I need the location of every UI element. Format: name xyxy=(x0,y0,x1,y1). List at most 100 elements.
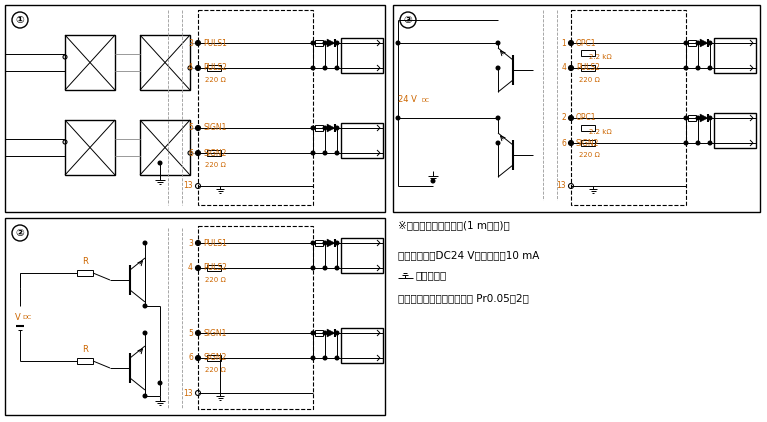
Bar xyxy=(581,125,595,131)
Bar xyxy=(315,40,323,46)
Circle shape xyxy=(569,66,573,70)
Circle shape xyxy=(708,141,712,145)
Text: 为双绞线。: 为双绞线。 xyxy=(416,270,447,280)
Text: 使用开路集电极时推荐设定 Pr0.05＝2。: 使用开路集电极时推荐设定 Pr0.05＝2。 xyxy=(398,293,529,303)
Text: V: V xyxy=(15,314,21,322)
Circle shape xyxy=(143,241,146,245)
Circle shape xyxy=(708,116,712,120)
Circle shape xyxy=(323,241,327,245)
Text: OPC1: OPC1 xyxy=(576,38,597,48)
Circle shape xyxy=(569,116,573,120)
Text: OPC1: OPC1 xyxy=(576,114,597,122)
Circle shape xyxy=(323,331,327,335)
Text: SIGN2: SIGN2 xyxy=(203,149,226,157)
Circle shape xyxy=(311,266,314,270)
Polygon shape xyxy=(700,114,708,122)
Text: 24 V: 24 V xyxy=(398,95,417,105)
Circle shape xyxy=(684,66,688,70)
Text: PULS1: PULS1 xyxy=(203,238,227,247)
Circle shape xyxy=(569,41,573,45)
Circle shape xyxy=(684,41,688,45)
Circle shape xyxy=(196,126,199,130)
Text: 3: 3 xyxy=(188,38,193,48)
Text: 6: 6 xyxy=(188,354,193,362)
Bar xyxy=(714,38,756,73)
Bar xyxy=(315,240,323,246)
Text: 5: 5 xyxy=(188,328,193,338)
Circle shape xyxy=(196,356,199,360)
Circle shape xyxy=(158,161,162,165)
Circle shape xyxy=(708,41,712,45)
Circle shape xyxy=(158,381,162,385)
Circle shape xyxy=(335,151,339,155)
Text: 220 Ω: 220 Ω xyxy=(205,162,225,168)
Circle shape xyxy=(684,141,688,145)
Text: ②: ② xyxy=(15,228,25,238)
Text: 2.2 kΩ: 2.2 kΩ xyxy=(589,54,612,60)
Circle shape xyxy=(335,126,339,130)
Bar xyxy=(341,38,383,73)
Bar xyxy=(207,265,221,271)
Circle shape xyxy=(335,331,339,335)
Text: 13: 13 xyxy=(183,181,193,190)
Text: 6: 6 xyxy=(561,138,566,148)
Circle shape xyxy=(684,116,688,120)
Bar xyxy=(207,65,221,71)
Bar xyxy=(571,10,686,205)
Circle shape xyxy=(323,66,327,70)
Text: PULS2: PULS2 xyxy=(203,63,227,73)
Circle shape xyxy=(196,41,199,45)
Circle shape xyxy=(696,141,700,145)
Bar xyxy=(65,120,115,175)
Bar xyxy=(140,35,190,90)
Circle shape xyxy=(696,66,700,70)
Text: 13: 13 xyxy=(556,181,566,190)
Text: 4: 4 xyxy=(561,63,566,73)
Text: SIGN2: SIGN2 xyxy=(203,354,226,362)
Text: PULS2: PULS2 xyxy=(576,63,600,73)
Bar xyxy=(714,113,756,148)
Circle shape xyxy=(143,394,146,398)
Text: PULS2: PULS2 xyxy=(203,263,227,273)
Circle shape xyxy=(431,179,435,183)
Bar xyxy=(315,125,323,131)
Bar xyxy=(65,35,115,90)
Text: 220 Ω: 220 Ω xyxy=(578,77,600,83)
Polygon shape xyxy=(327,239,335,247)
Text: 6: 6 xyxy=(188,149,193,157)
Circle shape xyxy=(496,66,500,70)
Bar xyxy=(198,226,313,409)
Text: 2: 2 xyxy=(561,114,566,122)
Circle shape xyxy=(311,126,314,130)
Circle shape xyxy=(196,241,199,245)
Text: 220 Ω: 220 Ω xyxy=(578,152,600,158)
Polygon shape xyxy=(327,329,335,337)
Polygon shape xyxy=(327,39,335,47)
Text: 220 Ω: 220 Ω xyxy=(205,367,225,373)
Bar xyxy=(198,10,313,205)
Bar xyxy=(688,115,696,121)
Text: 5: 5 xyxy=(188,124,193,133)
Text: 4: 4 xyxy=(188,263,193,273)
Text: R: R xyxy=(82,257,88,267)
Text: R: R xyxy=(82,346,88,354)
Circle shape xyxy=(496,41,500,45)
Bar xyxy=(341,123,383,158)
Bar xyxy=(581,65,595,71)
Text: SIGN2: SIGN2 xyxy=(576,138,599,148)
Circle shape xyxy=(335,356,339,360)
Text: 4: 4 xyxy=(188,63,193,73)
Circle shape xyxy=(311,241,314,245)
Text: 最大输入电压DC24 V　额定电洕10 mA: 最大输入电压DC24 V 额定电洕10 mA xyxy=(398,250,539,260)
Text: 220 Ω: 220 Ω xyxy=(205,277,225,283)
Bar xyxy=(77,270,93,276)
Circle shape xyxy=(335,66,339,70)
Circle shape xyxy=(708,66,712,70)
Circle shape xyxy=(696,41,700,45)
Circle shape xyxy=(323,41,327,45)
Circle shape xyxy=(143,331,146,335)
Circle shape xyxy=(311,66,314,70)
Circle shape xyxy=(196,66,199,70)
Text: SIGN1: SIGN1 xyxy=(203,328,226,338)
Bar xyxy=(393,5,760,212)
